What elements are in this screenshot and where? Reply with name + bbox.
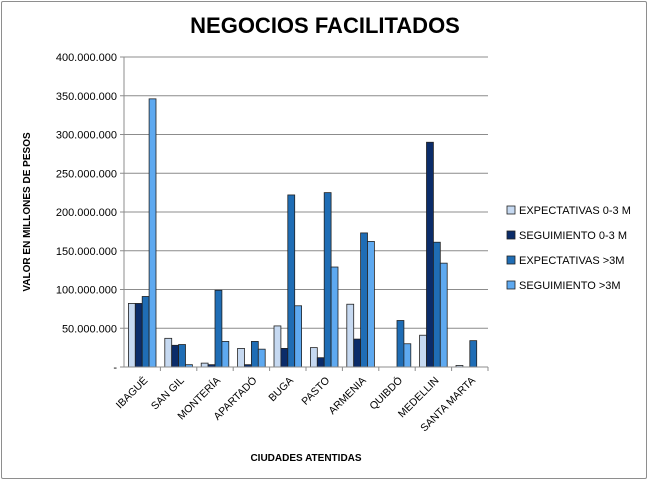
bar <box>346 303 355 368</box>
y-tick-label: 150.000.000 <box>56 246 117 258</box>
bar <box>178 344 186 368</box>
legend-label: SEGUIMIENTO 0-3 M <box>519 230 627 242</box>
bar <box>403 343 412 368</box>
y-tick-label: 250.000.000 <box>56 168 117 180</box>
bar <box>250 341 259 368</box>
bar <box>171 344 179 368</box>
legend-swatch <box>506 280 516 290</box>
bar <box>316 357 325 368</box>
x-category-label: BUGA <box>266 375 296 405</box>
bar <box>469 340 478 368</box>
legend-swatch <box>506 230 516 240</box>
x-category-label: ARMENIA <box>326 375 368 417</box>
bar <box>237 347 245 368</box>
x-category-label: QUIBDÓ <box>367 374 405 412</box>
y-axis-label: VALOR EN MILLONES DE PESOS <box>22 132 33 292</box>
legend-label: SEGUIMIENTO >3M <box>519 280 621 292</box>
bar <box>273 325 282 368</box>
y-tick-label: 50.000.000 <box>62 323 117 335</box>
bar <box>330 266 339 368</box>
bar <box>200 362 209 368</box>
bar <box>419 334 427 368</box>
bar <box>426 141 434 368</box>
x-category-label: PASTO <box>299 375 332 408</box>
bar <box>214 289 223 368</box>
y-tick-label: 350.000.000 <box>56 91 117 103</box>
bar <box>287 194 296 368</box>
bar <box>432 241 441 368</box>
bar <box>360 232 368 368</box>
bar <box>294 305 303 368</box>
bar <box>164 337 173 368</box>
bar <box>148 98 157 368</box>
bar <box>439 262 448 368</box>
y-tick-label: 100.000.000 <box>56 285 117 297</box>
y-tick-label: 300.000.000 <box>56 130 117 142</box>
bar <box>221 341 230 368</box>
x-category-label: IBAGUÉ <box>113 374 150 411</box>
bar <box>257 348 266 368</box>
legend: EXPECTATIVAS 0-3 M SEGUIMIENTO 0-3 M EXPEC… <box>506 205 631 292</box>
bar <box>353 338 362 368</box>
legend-swatch <box>506 255 516 265</box>
bar <box>280 347 289 368</box>
bar <box>323 192 332 368</box>
legend-swatch <box>506 205 516 215</box>
bar <box>127 303 136 368</box>
legend-label: EXPECTATIVAS >3M <box>519 255 624 267</box>
x-axis-label: CIUDADES ATENTIDAS <box>250 453 361 464</box>
bar <box>141 296 150 368</box>
y-tick-label: 400.000.000 <box>56 52 117 64</box>
legend-label: EXPECTATIVAS 0-3 M <box>519 205 631 217</box>
bar <box>134 303 143 368</box>
y-axis-ticks: - 50.000.000 100.000.000 150.000.000 200.000… <box>56 52 124 374</box>
bars <box>127 98 478 368</box>
bar <box>309 347 318 368</box>
y-tick-label: 200.000.000 <box>56 207 117 219</box>
chart-title: NEGOCIOS FACILITADOS <box>190 13 460 38</box>
bar <box>367 241 375 368</box>
y-tick-label: - <box>113 362 117 374</box>
bar <box>396 320 405 368</box>
